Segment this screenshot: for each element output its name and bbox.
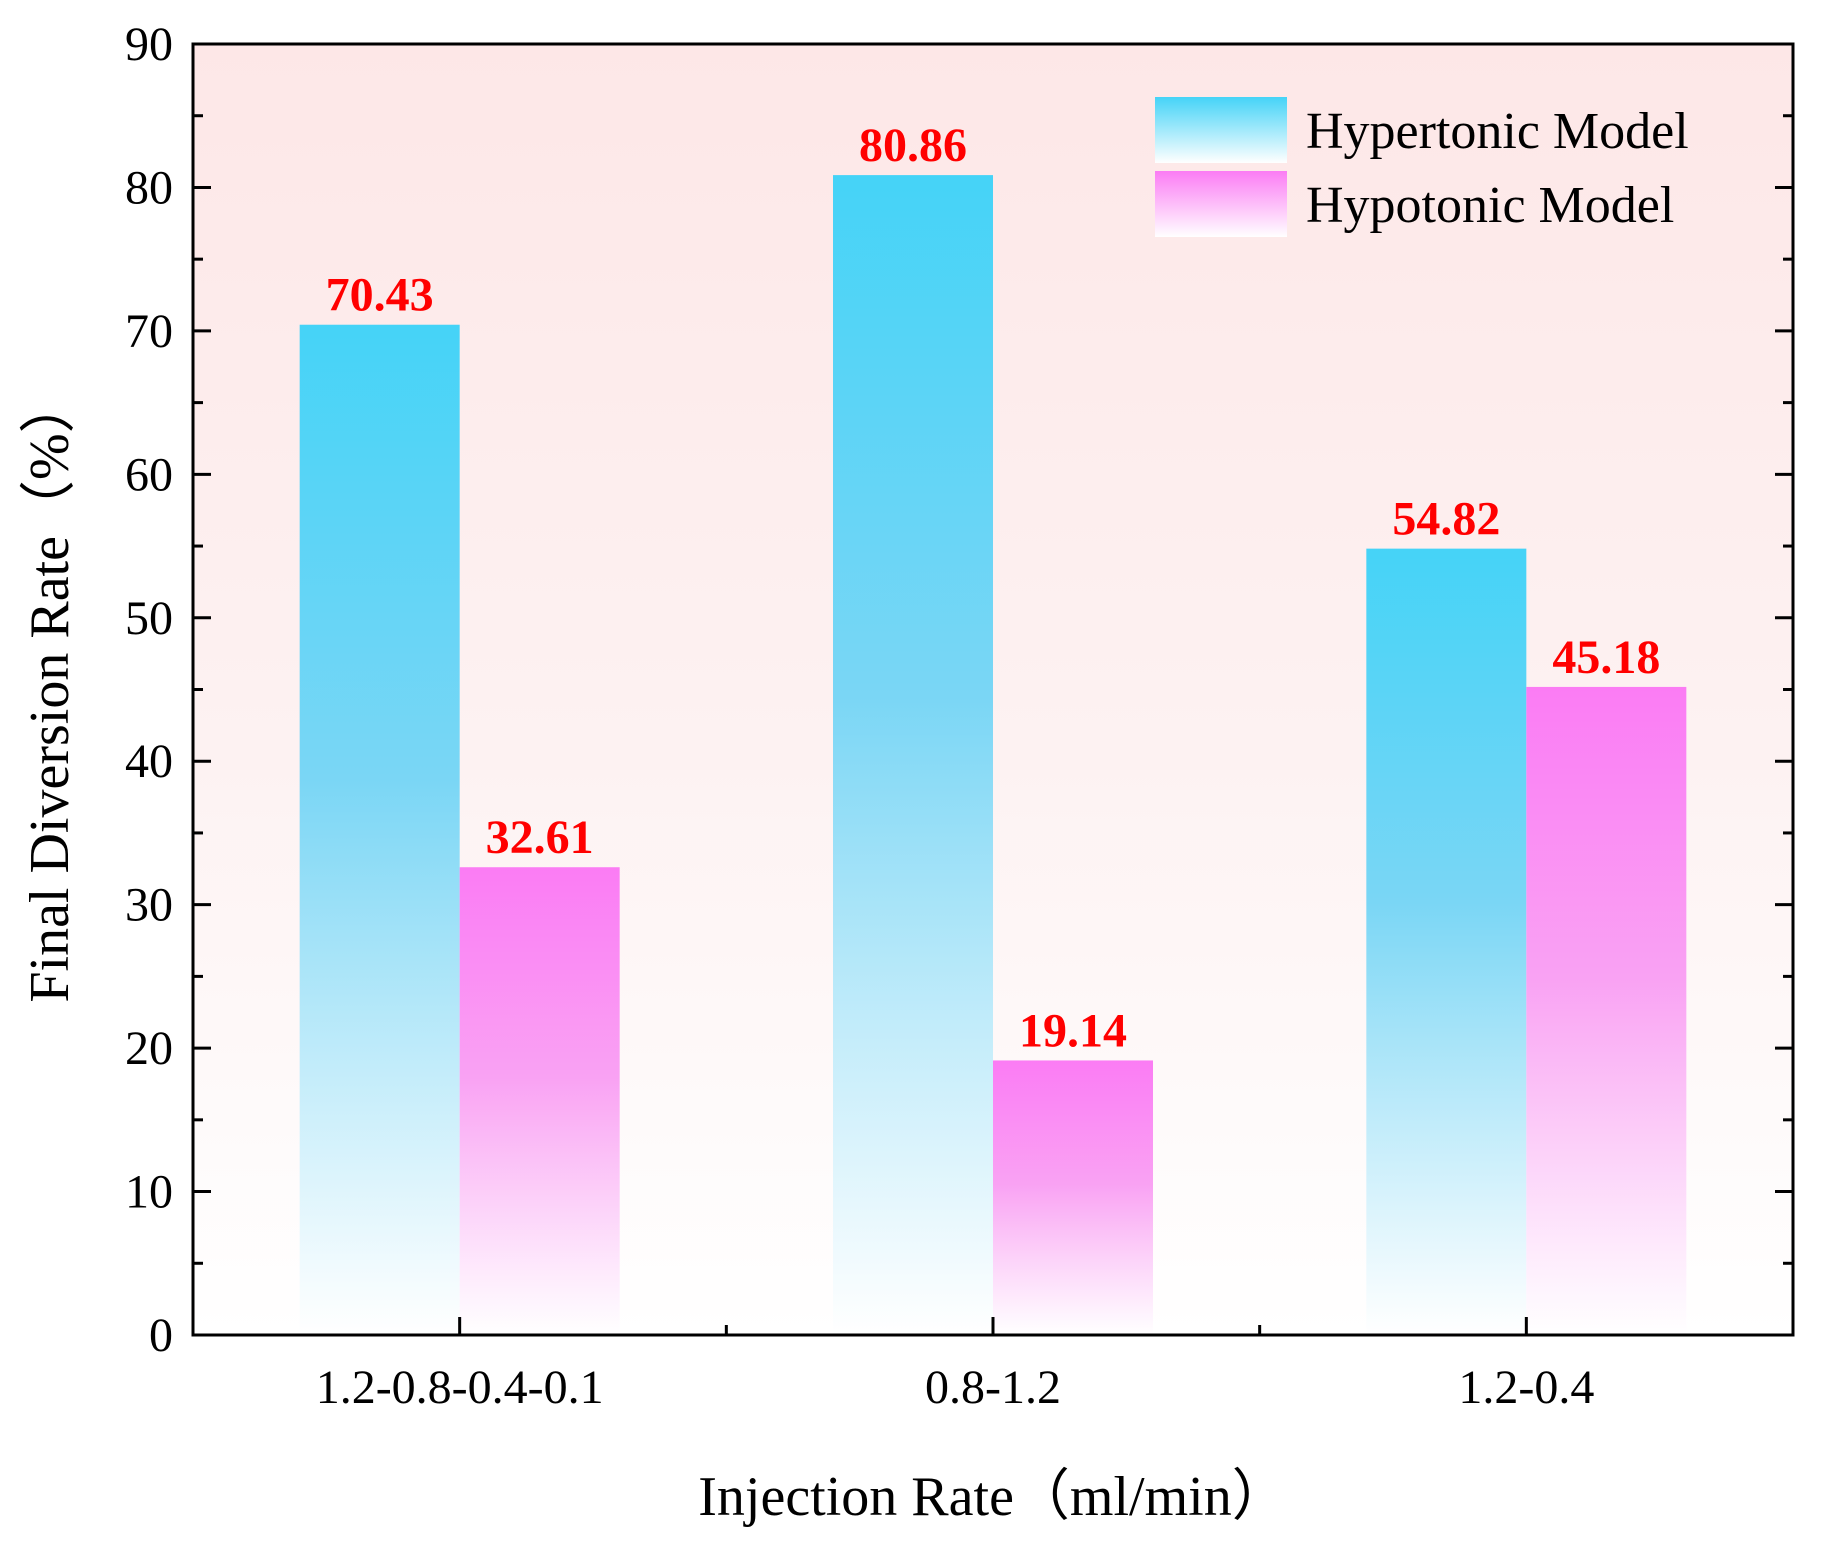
x-axis-title: Injection Rate（ml/min） [698, 1466, 1287, 1528]
y-tick-label: 90 [125, 18, 173, 71]
data-label-hypotonic-1: 19.14 [1019, 1004, 1127, 1057]
legend-swatch-hypotonic [1155, 171, 1287, 237]
data-label-hypertonic-2: 54.82 [1392, 493, 1500, 546]
data-labels-group: 70.43 32.61 80.86 19.14 54.82 45.18 [326, 119, 1661, 1057]
data-label-hypotonic-2: 45.18 [1552, 631, 1660, 684]
y-axis: 0 10 20 30 40 50 60 70 80 90 [125, 18, 1793, 1362]
x-tick-label: 0.8-1.2 [925, 1361, 1061, 1414]
data-label-hypertonic-1: 80.86 [859, 119, 967, 172]
y-tick-label: 40 [125, 735, 173, 788]
bar-hypotonic-1 [993, 1060, 1153, 1335]
bar-hypotonic-2 [1526, 686, 1687, 1335]
y-axis-title: Final Diversion Rate（%） [19, 377, 81, 1002]
bar-hypertonic-2 [1366, 548, 1527, 1335]
y-tick-label: 80 [125, 161, 173, 214]
x-axis: 1.2-0.8-0.4-0.1 0.8-1.2 1.2-0.4 [316, 1317, 1594, 1414]
x-tick-label: 1.2-0.4 [1458, 1361, 1594, 1414]
y-tick-label: 70 [125, 305, 173, 358]
y-tick-label: 30 [125, 879, 173, 932]
data-label-hypotonic-0: 32.61 [486, 811, 594, 864]
bar-hypertonic-0 [299, 324, 460, 1335]
y-tick-label: 0 [149, 1309, 173, 1362]
legend-swatch-hypertonic [1155, 97, 1287, 163]
legend-label-hypertonic: Hypertonic Model [1306, 103, 1689, 160]
data-label-hypertonic-0: 70.43 [326, 269, 434, 322]
y-tick-label: 10 [125, 1166, 173, 1219]
y-tick-label: 20 [125, 1022, 173, 1075]
bar-hypotonic-0 [459, 867, 620, 1335]
bars-group [299, 175, 1687, 1336]
legend: Hypertonic Model Hypotonic Model [1155, 97, 1689, 237]
legend-label-hypotonic: Hypotonic Model [1306, 177, 1674, 234]
y-tick-label: 60 [125, 448, 173, 501]
x-tick-label: 1.2-0.8-0.4-0.1 [316, 1361, 604, 1414]
bar-hypertonic-1 [833, 175, 993, 1336]
y-tick-label: 50 [125, 592, 173, 645]
